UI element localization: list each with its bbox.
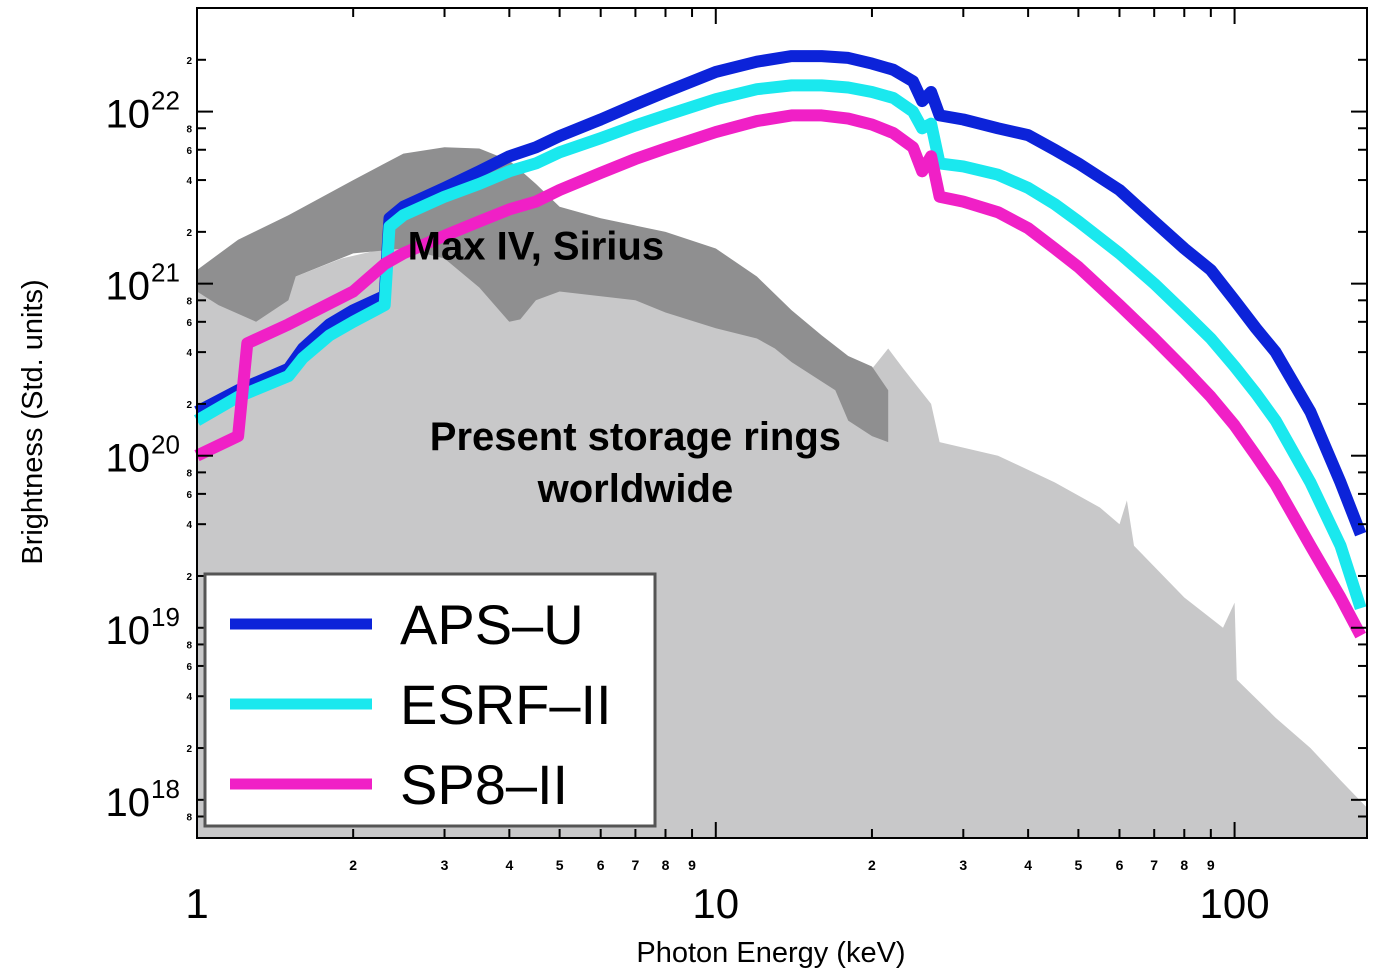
x-minor-tick-label: 7 xyxy=(1150,857,1158,873)
y-minor-tick-label: 6 xyxy=(186,662,192,673)
x-minor-tick-label: 4 xyxy=(505,857,513,873)
x-minor-tick-label: 6 xyxy=(597,857,605,873)
x-tick-label: 10 xyxy=(692,880,739,927)
y-tick-label: 10 xyxy=(106,781,151,825)
y-tick-label: 10 xyxy=(106,93,151,137)
y-minor-tick-label: 4 xyxy=(186,692,192,703)
y-minor-tick-label: 4 xyxy=(186,176,192,187)
annotation-worldwide: worldwide xyxy=(537,467,734,511)
y-minor-tick-label: 8 xyxy=(186,468,192,479)
y-minor-tick-label: 4 xyxy=(186,348,192,359)
annotation-max-iv-sirius: Max IV, Sirius xyxy=(408,225,664,269)
annotations-layer: Max IV, Sirius Present storage rings world… xyxy=(408,225,841,511)
x-minor-tick-label: 8 xyxy=(1180,857,1188,873)
x-minor-tick-label: 5 xyxy=(556,857,564,873)
y-tick-label: 10 xyxy=(106,437,151,481)
y-minor-tick-label: 2 xyxy=(186,228,192,239)
legend-label-sp8-ii: SP8–II xyxy=(400,753,568,816)
y-minor-tick-label: 2 xyxy=(186,744,192,755)
legend: APS–U ESRF–II SP8–II xyxy=(203,572,657,828)
x-minor-tick-label: 6 xyxy=(1116,857,1124,873)
x-minor-tick-label: 8 xyxy=(662,857,670,873)
y-minor-tick-label: 8 xyxy=(186,296,192,307)
region-max-iv-sirius xyxy=(197,147,889,443)
x-minor-tick-label: 3 xyxy=(959,857,967,873)
y-tick-label: 10 xyxy=(106,609,151,653)
legend-label-esrf-ii: ESRF–II xyxy=(400,673,612,736)
x-minor-tick-label: 4 xyxy=(1024,857,1032,873)
x-minor-tick-label: 3 xyxy=(441,857,449,873)
x-tick-label: 1 xyxy=(185,880,208,927)
x-axis-label: Photon Energy (keV) xyxy=(636,937,905,969)
y-minor-tick-label: 6 xyxy=(186,318,192,329)
y-minor-tick-label: 2 xyxy=(186,56,192,67)
y-tick-exponent: 22 xyxy=(151,86,180,116)
series-line-aps-u xyxy=(194,50,1367,537)
y-minor-tick-label: 2 xyxy=(186,400,192,411)
y-minor-tick-label: 6 xyxy=(186,490,192,501)
y-minor-tick-label: 8 xyxy=(186,640,192,651)
x-minor-tick-label: 7 xyxy=(632,857,640,873)
plot-frame xyxy=(196,7,1368,839)
y-minor-tick-label: 4 xyxy=(186,520,192,531)
x-minor-tick-label: 5 xyxy=(1075,857,1083,873)
y-axis-label: Brightness (Std. units) xyxy=(17,279,49,564)
series-layer xyxy=(193,50,1367,639)
y-tick-exponent: 18 xyxy=(151,774,180,804)
x-tick-label: 100 xyxy=(1200,880,1270,927)
y-tick-exponent: 21 xyxy=(151,258,180,288)
y-tick-exponent: 19 xyxy=(151,602,180,632)
x-minor-tick-label: 2 xyxy=(349,857,357,873)
series-line-esrf-ii xyxy=(193,79,1367,611)
y-minor-tick-label: 8 xyxy=(186,813,192,824)
annotation-present-storage-rings: Present storage rings xyxy=(430,415,841,459)
y-tick-exponent: 20 xyxy=(151,430,180,460)
series-line-sp8-ii xyxy=(194,109,1367,639)
x-minor-tick-label: 9 xyxy=(688,857,696,873)
legend-label-aps-u: APS–U xyxy=(400,593,584,656)
y-minor-tick-label: 8 xyxy=(186,124,192,135)
y-tick-label: 10 xyxy=(106,265,151,309)
x-minor-tick-label: 9 xyxy=(1207,857,1215,873)
y-minor-tick-label: 2 xyxy=(186,572,192,583)
x-minor-tick-label: 2 xyxy=(868,857,876,873)
y-minor-tick-label: 6 xyxy=(186,146,192,157)
